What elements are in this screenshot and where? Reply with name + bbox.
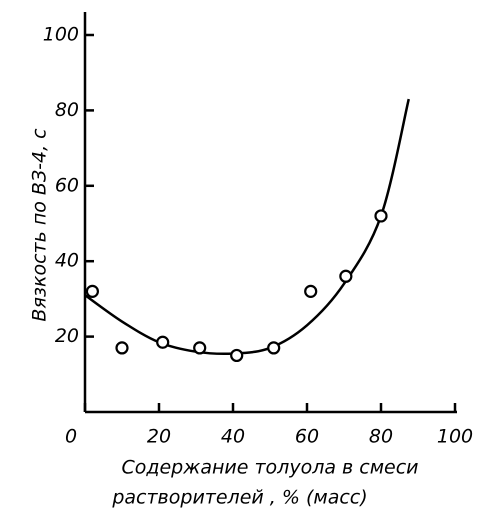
y-tick-label: 40 [55, 250, 79, 272]
x-tick-label: 60 [295, 426, 319, 448]
fit-curve [84, 98, 410, 356]
data-point [339, 269, 353, 283]
x-tick-label: 40 [221, 426, 245, 448]
x-tick-label: 80 [369, 426, 393, 448]
data-point [193, 341, 207, 355]
data-point [304, 284, 318, 298]
data-point [230, 348, 244, 363]
x-axis-label: Содержание толуола в смеси [121, 457, 418, 479]
x-tick-label: 100 [437, 426, 473, 448]
data-point [267, 341, 281, 355]
data-point [85, 284, 100, 298]
y-tick-label: 80 [55, 99, 79, 121]
x-tick-label: 0 [65, 426, 77, 448]
y-tick-label: 60 [55, 174, 79, 196]
x-axis-label: растворителей , % (масс) [111, 487, 367, 509]
y-tick-label: 100 [43, 24, 79, 46]
data-point [156, 335, 170, 349]
data-point [115, 341, 129, 355]
x-tick-label: 20 [147, 426, 171, 448]
y-tick-label: 20 [55, 325, 79, 347]
y-axis-label: Вязкость по ВЗ-4, с [29, 128, 51, 322]
data-point [374, 209, 388, 223]
